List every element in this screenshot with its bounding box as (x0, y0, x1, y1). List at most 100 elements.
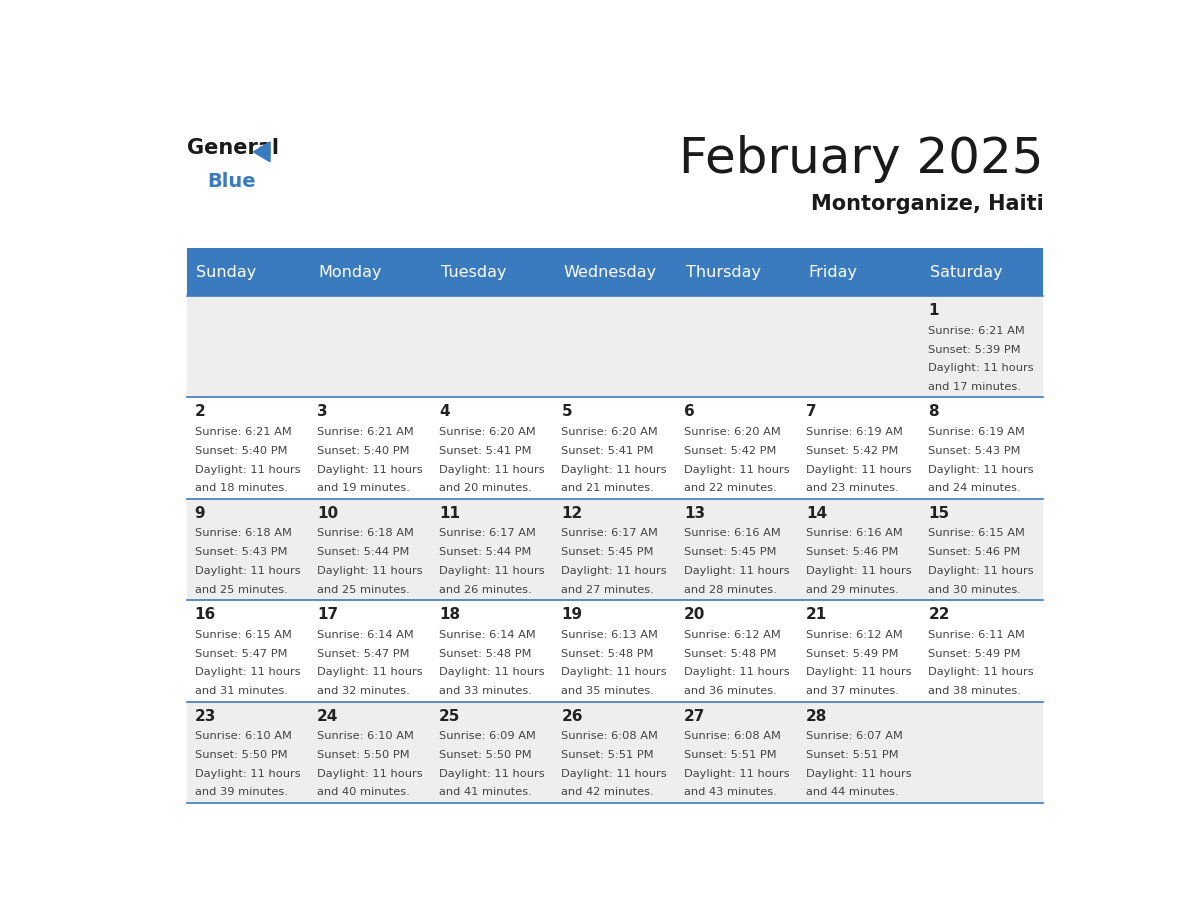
Polygon shape (253, 142, 270, 162)
Text: Sunrise: 6:16 AM: Sunrise: 6:16 AM (807, 529, 903, 539)
Text: Sunrise: 6:13 AM: Sunrise: 6:13 AM (562, 630, 658, 640)
Text: Sunset: 5:45 PM: Sunset: 5:45 PM (562, 547, 655, 557)
Text: 19: 19 (562, 607, 582, 622)
Bar (188, 600, 1043, 701)
Text: Sunset: 5:44 PM: Sunset: 5:44 PM (317, 547, 409, 557)
Text: Monday: Monday (318, 264, 383, 279)
Text: 1: 1 (929, 303, 939, 319)
Text: Daylight: 11 hours: Daylight: 11 hours (929, 364, 1034, 374)
Text: Daylight: 11 hours: Daylight: 11 hours (684, 465, 790, 475)
Text: and 40 minutes.: and 40 minutes. (317, 788, 410, 798)
Text: Sunset: 5:41 PM: Sunset: 5:41 PM (440, 446, 532, 456)
Text: Sunset: 5:46 PM: Sunset: 5:46 PM (929, 547, 1020, 557)
Text: Daylight: 11 hours: Daylight: 11 hours (684, 768, 790, 778)
Text: Daylight: 11 hours: Daylight: 11 hours (195, 667, 301, 677)
Text: Daylight: 11 hours: Daylight: 11 hours (807, 768, 911, 778)
Text: 15: 15 (929, 506, 949, 521)
Text: Sunset: 5:51 PM: Sunset: 5:51 PM (807, 750, 899, 760)
Text: Blue: Blue (208, 173, 257, 191)
Text: Daylight: 11 hours: Daylight: 11 hours (807, 667, 911, 677)
Text: Daylight: 11 hours: Daylight: 11 hours (929, 667, 1034, 677)
Text: Sunrise: 6:15 AM: Sunrise: 6:15 AM (195, 630, 291, 640)
Text: Daylight: 11 hours: Daylight: 11 hours (195, 768, 301, 778)
Text: General: General (188, 139, 279, 159)
Text: and 30 minutes.: and 30 minutes. (929, 585, 1022, 595)
Text: 11: 11 (440, 506, 460, 521)
Text: and 28 minutes.: and 28 minutes. (684, 585, 777, 595)
Text: Sunset: 5:49 PM: Sunset: 5:49 PM (929, 649, 1020, 658)
Text: Sunrise: 6:20 AM: Sunrise: 6:20 AM (440, 427, 536, 437)
Text: 7: 7 (807, 405, 817, 420)
Text: and 20 minutes.: and 20 minutes. (440, 484, 532, 493)
Text: Thursday: Thursday (685, 264, 760, 279)
Text: Sunrise: 6:19 AM: Sunrise: 6:19 AM (929, 427, 1025, 437)
Text: and 33 minutes.: and 33 minutes. (440, 686, 532, 696)
Text: 16: 16 (195, 607, 216, 622)
Text: Daylight: 11 hours: Daylight: 11 hours (684, 667, 790, 677)
Text: Sunrise: 6:16 AM: Sunrise: 6:16 AM (684, 529, 781, 539)
Text: Sunrise: 6:21 AM: Sunrise: 6:21 AM (195, 427, 291, 437)
Text: Daylight: 11 hours: Daylight: 11 hours (195, 566, 301, 576)
Text: Daylight: 11 hours: Daylight: 11 hours (807, 465, 911, 475)
Text: Sunset: 5:39 PM: Sunset: 5:39 PM (929, 344, 1022, 354)
Text: 6: 6 (684, 405, 695, 420)
Text: Sunrise: 6:17 AM: Sunrise: 6:17 AM (562, 529, 658, 539)
Text: and 24 minutes.: and 24 minutes. (929, 484, 1022, 493)
Text: and 32 minutes.: and 32 minutes. (317, 686, 410, 696)
Text: Sunrise: 6:17 AM: Sunrise: 6:17 AM (440, 529, 536, 539)
Text: and 21 minutes.: and 21 minutes. (562, 484, 655, 493)
Text: and 37 minutes.: and 37 minutes. (807, 686, 899, 696)
Text: Sunset: 5:43 PM: Sunset: 5:43 PM (929, 446, 1020, 456)
Text: Daylight: 11 hours: Daylight: 11 hours (562, 465, 668, 475)
Text: Sunset: 5:48 PM: Sunset: 5:48 PM (562, 649, 655, 658)
Text: Daylight: 11 hours: Daylight: 11 hours (440, 667, 545, 677)
Text: 23: 23 (195, 709, 216, 723)
Text: and 23 minutes.: and 23 minutes. (807, 484, 899, 493)
Text: Montorganize, Haiti: Montorganize, Haiti (810, 194, 1043, 214)
Text: Sunset: 5:42 PM: Sunset: 5:42 PM (807, 446, 898, 456)
Text: 24: 24 (317, 709, 339, 723)
Text: Sunrise: 6:09 AM: Sunrise: 6:09 AM (440, 732, 536, 741)
Bar (188, 498, 1043, 600)
Text: Daylight: 11 hours: Daylight: 11 hours (317, 465, 423, 475)
Text: February 2025: February 2025 (678, 135, 1043, 183)
Text: and 29 minutes.: and 29 minutes. (807, 585, 899, 595)
Text: Daylight: 11 hours: Daylight: 11 hours (562, 667, 668, 677)
Bar (188, 248, 1043, 297)
Text: Sunrise: 6:07 AM: Sunrise: 6:07 AM (807, 732, 903, 741)
Text: Daylight: 11 hours: Daylight: 11 hours (562, 566, 668, 576)
Text: 8: 8 (929, 405, 939, 420)
Text: Sunrise: 6:15 AM: Sunrise: 6:15 AM (929, 529, 1025, 539)
Text: Sunset: 5:50 PM: Sunset: 5:50 PM (440, 750, 532, 760)
Text: Sunset: 5:48 PM: Sunset: 5:48 PM (440, 649, 532, 658)
Text: Sunrise: 6:12 AM: Sunrise: 6:12 AM (807, 630, 903, 640)
Text: and 25 minutes.: and 25 minutes. (317, 585, 410, 595)
Bar (188, 701, 1043, 803)
Text: Sunset: 5:47 PM: Sunset: 5:47 PM (195, 649, 287, 658)
Text: 9: 9 (195, 506, 206, 521)
Text: and 38 minutes.: and 38 minutes. (929, 686, 1022, 696)
Text: 2: 2 (195, 405, 206, 420)
Text: Daylight: 11 hours: Daylight: 11 hours (317, 566, 423, 576)
Text: Sunset: 5:43 PM: Sunset: 5:43 PM (195, 547, 287, 557)
Text: 4: 4 (440, 405, 450, 420)
Text: Wednesday: Wednesday (563, 264, 657, 279)
Text: Sunrise: 6:10 AM: Sunrise: 6:10 AM (317, 732, 413, 741)
Text: and 36 minutes.: and 36 minutes. (684, 686, 777, 696)
Text: Sunrise: 6:18 AM: Sunrise: 6:18 AM (317, 529, 413, 539)
Text: Sunrise: 6:20 AM: Sunrise: 6:20 AM (562, 427, 658, 437)
Text: Daylight: 11 hours: Daylight: 11 hours (929, 566, 1034, 576)
Text: Sunset: 5:40 PM: Sunset: 5:40 PM (195, 446, 287, 456)
Text: Daylight: 11 hours: Daylight: 11 hours (440, 768, 545, 778)
Text: Sunset: 5:51 PM: Sunset: 5:51 PM (562, 750, 655, 760)
Text: Daylight: 11 hours: Daylight: 11 hours (317, 768, 423, 778)
Text: and 41 minutes.: and 41 minutes. (440, 788, 532, 798)
Text: and 19 minutes.: and 19 minutes. (317, 484, 410, 493)
Text: Sunset: 5:49 PM: Sunset: 5:49 PM (807, 649, 898, 658)
Text: 20: 20 (684, 607, 706, 622)
Text: Sunset: 5:40 PM: Sunset: 5:40 PM (317, 446, 410, 456)
Text: and 17 minutes.: and 17 minutes. (929, 382, 1022, 392)
Text: 18: 18 (440, 607, 460, 622)
Bar (188, 297, 1043, 397)
Text: Daylight: 11 hours: Daylight: 11 hours (929, 465, 1034, 475)
